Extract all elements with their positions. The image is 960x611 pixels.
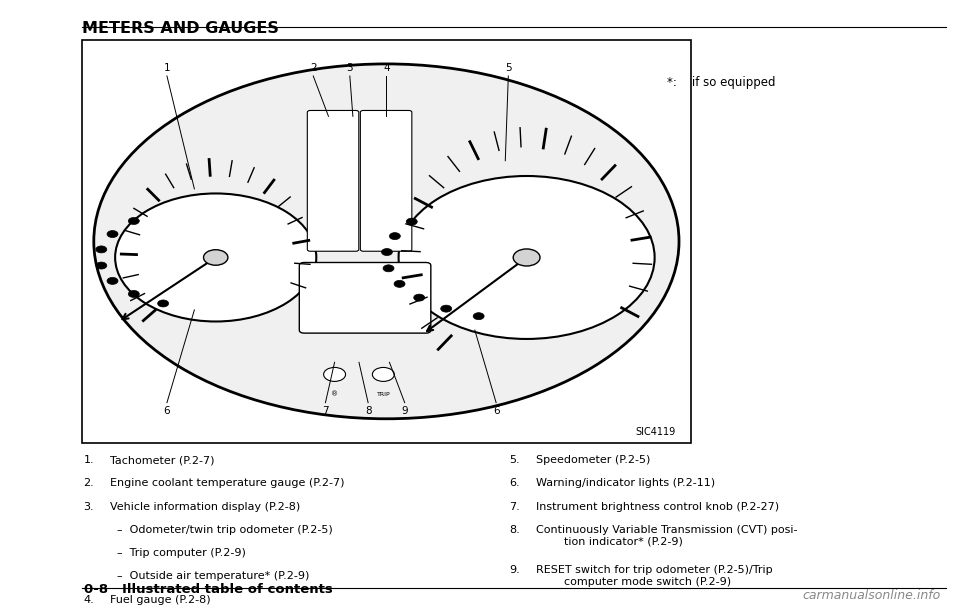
- Circle shape: [372, 367, 395, 381]
- Text: 5.: 5.: [509, 455, 519, 465]
- Circle shape: [129, 218, 139, 224]
- Text: 4: 4: [383, 63, 390, 73]
- Circle shape: [324, 367, 346, 381]
- Text: carmanualsonline.info: carmanualsonline.info: [803, 589, 941, 602]
- Circle shape: [107, 277, 118, 284]
- Text: 2.: 2.: [84, 478, 94, 488]
- Circle shape: [394, 280, 405, 287]
- Text: ®: ®: [331, 392, 338, 398]
- Text: Continuously Variable Transmission (CVT) posi-
        tion indicator* (P.2-9): Continuously Variable Transmission (CVT)…: [536, 525, 797, 546]
- Circle shape: [414, 294, 424, 301]
- Text: 1: 1: [163, 63, 170, 73]
- Text: 1.: 1.: [84, 455, 94, 465]
- Text: Fuel gauge (P.2-8): Fuel gauge (P.2-8): [110, 595, 211, 604]
- Circle shape: [204, 250, 228, 265]
- Circle shape: [473, 313, 484, 320]
- Circle shape: [398, 176, 655, 339]
- Text: 3: 3: [347, 63, 353, 73]
- Text: 9.: 9.: [509, 566, 519, 576]
- Circle shape: [129, 290, 139, 298]
- Text: Vehicle information display (P.2-8): Vehicle information display (P.2-8): [110, 502, 300, 511]
- Text: 8.: 8.: [509, 525, 519, 535]
- Text: 9: 9: [401, 406, 408, 415]
- Text: 0-8   Illustrated table of contents: 0-8 Illustrated table of contents: [84, 583, 332, 596]
- Text: –  Outside air temperature* (P.2-9): – Outside air temperature* (P.2-9): [110, 571, 310, 581]
- Text: Speedometer (P.2-5): Speedometer (P.2-5): [536, 455, 650, 465]
- Text: METERS AND GAUGES: METERS AND GAUGES: [82, 21, 278, 37]
- Text: 7.: 7.: [509, 502, 519, 511]
- Text: 6: 6: [492, 406, 499, 415]
- Circle shape: [383, 265, 394, 272]
- Circle shape: [406, 218, 418, 225]
- Text: RESET switch for trip odometer (P.2-5)/Trip
        computer mode switch (P.2-9): RESET switch for trip odometer (P.2-5)/T…: [536, 566, 772, 587]
- Text: 2: 2: [310, 63, 317, 73]
- Ellipse shape: [94, 64, 679, 419]
- Text: *:    if so equipped: *: if so equipped: [667, 76, 776, 89]
- Circle shape: [107, 230, 118, 238]
- Text: SIC4119: SIC4119: [636, 427, 676, 437]
- Text: Instrument brightness control knob (P.2-27): Instrument brightness control knob (P.2-…: [536, 502, 779, 511]
- Circle shape: [96, 246, 107, 253]
- FancyBboxPatch shape: [360, 111, 412, 251]
- Text: –  Trip computer (P.2-9): – Trip computer (P.2-9): [110, 548, 247, 558]
- Text: 6.: 6.: [509, 478, 519, 488]
- Text: Tachometer (P.2-7): Tachometer (P.2-7): [110, 455, 215, 465]
- Text: Warning/indicator lights (P.2-11): Warning/indicator lights (P.2-11): [536, 478, 715, 488]
- Circle shape: [96, 262, 107, 269]
- Circle shape: [390, 233, 400, 240]
- Text: TRIP: TRIP: [376, 392, 390, 397]
- Circle shape: [441, 305, 451, 312]
- Text: 6: 6: [163, 406, 170, 415]
- Text: –  Odometer/twin trip odometer (P.2-5): – Odometer/twin trip odometer (P.2-5): [110, 525, 333, 535]
- Text: 8: 8: [365, 406, 372, 415]
- Text: 5: 5: [505, 63, 512, 73]
- Text: 4.: 4.: [84, 595, 94, 604]
- Circle shape: [514, 249, 540, 266]
- Circle shape: [115, 194, 316, 321]
- Text: Engine coolant temperature gauge (P.2-7): Engine coolant temperature gauge (P.2-7): [110, 478, 345, 488]
- Text: 7: 7: [323, 406, 328, 415]
- FancyBboxPatch shape: [300, 263, 431, 333]
- Circle shape: [157, 300, 169, 307]
- FancyBboxPatch shape: [307, 111, 359, 251]
- Circle shape: [381, 249, 393, 255]
- Text: 3.: 3.: [84, 502, 94, 511]
- FancyBboxPatch shape: [82, 40, 691, 443]
